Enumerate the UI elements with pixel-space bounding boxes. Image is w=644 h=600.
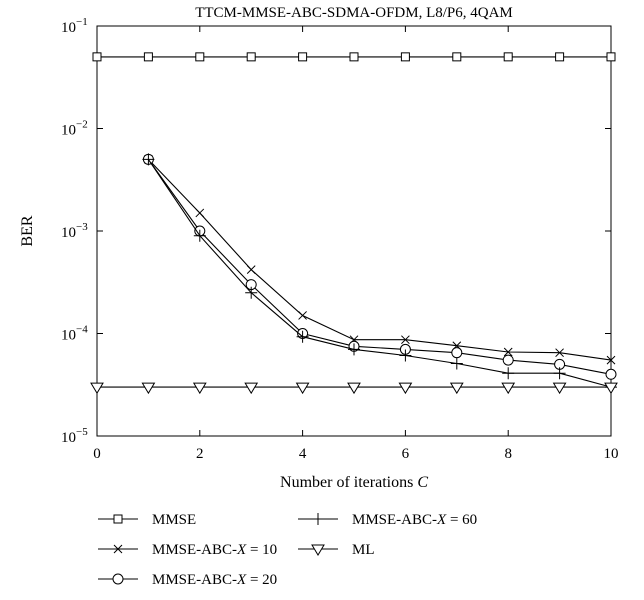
y-tick-label: 10−2: [61, 119, 88, 139]
y-tick-label: 10−4: [61, 324, 88, 344]
square-marker: [349, 52, 359, 62]
series-square: [92, 52, 616, 62]
triangle-marker: [347, 382, 361, 395]
square-marker: [400, 52, 410, 62]
legend-label: MMSE-ABC-X = 60: [352, 512, 477, 528]
legend-label: MMSE: [152, 512, 196, 528]
x-marker: [555, 348, 564, 358]
x-tick-label: 0: [93, 446, 101, 462]
x-tick-label: 2: [196, 446, 204, 462]
square-marker: [452, 52, 462, 62]
x-marker: [503, 347, 513, 357]
legend-item: MMSE: [98, 512, 196, 528]
legend-item: ML: [298, 542, 375, 558]
square-marker: [606, 52, 616, 62]
triangle-marker: [192, 382, 207, 395]
plus-marker: [348, 343, 360, 356]
series-plus: [142, 153, 617, 394]
circle-marker: [502, 354, 514, 366]
legend-label: ML: [352, 542, 375, 558]
plus-marker: [193, 229, 206, 242]
triangle-marker: [295, 382, 310, 395]
square-marker: [503, 52, 513, 62]
triangle-marker: [604, 382, 618, 395]
x-axis-label: Number of iterations C: [280, 474, 428, 491]
series-line: [148, 159, 612, 361]
triangle-marker: [141, 382, 156, 395]
circle-marker: [112, 573, 124, 585]
legend-item: MMSE-ABC-X = 60: [298, 512, 477, 528]
x-marker: [113, 544, 123, 554]
plus-marker: [312, 513, 324, 525]
square-marker: [555, 52, 565, 62]
plus-marker: [296, 330, 309, 343]
plus-marker: [502, 367, 515, 380]
plus-marker: [399, 349, 412, 362]
legend-item: MMSE-ABC-X = 20: [98, 572, 277, 588]
triangle-marker: [90, 382, 104, 395]
series-circle: [142, 153, 617, 380]
plus-marker: [142, 153, 155, 166]
triangle-marker: [552, 382, 567, 395]
y-tick-label: 10−5: [61, 426, 88, 446]
circle-marker: [451, 347, 463, 359]
x-marker: [298, 311, 307, 320]
square-marker: [92, 52, 102, 62]
triangle-marker: [501, 382, 516, 395]
series-line: [147, 159, 612, 388]
triangle-marker: [398, 382, 413, 395]
legend-item: MMSE-ABC-X = 10: [98, 542, 277, 558]
square-marker: [143, 52, 153, 62]
x-marker: [401, 335, 410, 345]
x-marker: [606, 355, 616, 365]
triangle-marker: [449, 382, 464, 395]
x-tick-label: 4: [299, 446, 307, 462]
square-marker: [246, 52, 256, 62]
x-tick-label: 10: [604, 446, 619, 462]
x-marker: [246, 265, 256, 274]
x-tick-label: 6: [402, 446, 410, 462]
legend: MMSE MMSE-ABC-X = 60 MMSE-ABC-X = 10 ML MMSE…: [98, 512, 477, 588]
triangle-marker: [244, 382, 259, 395]
square-marker: [113, 514, 123, 524]
series-triangle-down: [90, 382, 618, 395]
y-tick-label: 10−1: [61, 16, 88, 36]
square-marker: [298, 52, 308, 62]
circle-marker: [605, 368, 617, 380]
square-marker: [195, 52, 205, 62]
triangle-marker: [311, 544, 325, 556]
legend-label: MMSE-ABC-X = 20: [152, 572, 277, 588]
y-tick-label: 10−3: [61, 221, 88, 241]
plus-marker: [553, 367, 566, 380]
plot-frame: [96, 25, 612, 437]
plus-marker: [450, 357, 463, 370]
plus-marker: [245, 286, 258, 299]
x-axis-label-variable: C: [417, 474, 428, 491]
x-marker: [195, 208, 205, 218]
series-line: [147, 159, 612, 375]
legend-label: MMSE-ABC-X = 10: [152, 542, 277, 558]
x-axis-label-text: Number of iterations: [280, 474, 413, 491]
y-axis-label: BER: [19, 215, 36, 246]
chart-title: TTCM-MMSE-ABC-SDMA-OFDM, L8/P6, 4QAM: [195, 5, 513, 21]
x-tick-label: 8: [504, 446, 512, 462]
series-x: [144, 155, 616, 365]
